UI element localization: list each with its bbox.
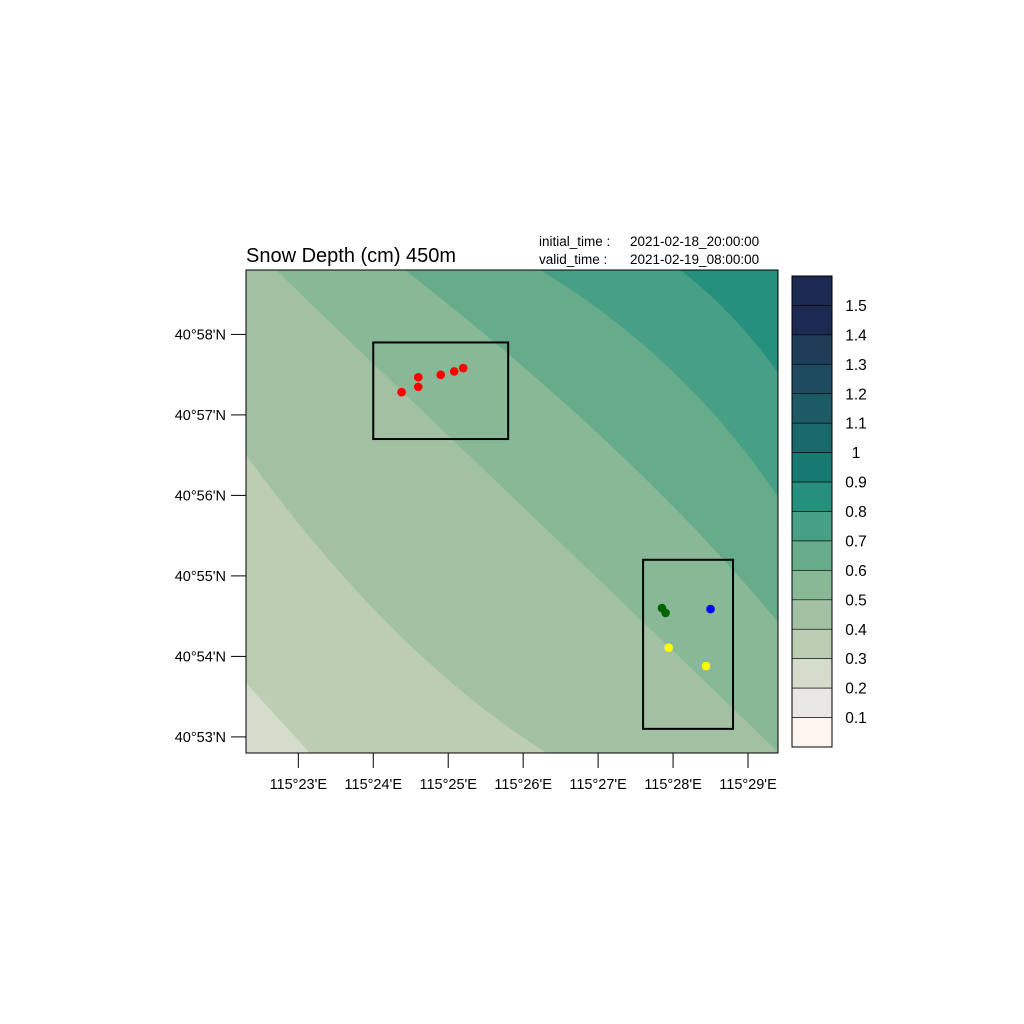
- station-point: [436, 370, 446, 380]
- valid-time-label: valid_time :: [539, 252, 607, 267]
- x-axis: 115°23'E 115°24'E 115°25'E 115°26'E 115°27'E…: [270, 753, 777, 793]
- field-band-0-7: [540, 270, 778, 497]
- colorbar-segment: [791, 393, 833, 424]
- initial-time-value: 2021-02-18_20:00:00: [630, 234, 759, 249]
- x-tick-label: 115°27'E: [569, 777, 627, 793]
- station-point: [458, 363, 468, 373]
- station-point: [413, 382, 423, 392]
- map-title: Snow Depth (cm) 450m: [246, 245, 456, 267]
- snow-depth-field: [246, 270, 778, 753]
- x-tick-label: 115°23'E: [270, 777, 328, 793]
- colorbar-label: 0.8: [845, 504, 867, 521]
- region-box-1: [372, 341, 510, 441]
- station-point: [449, 367, 459, 376]
- x-tick-label: 115°29'E: [719, 777, 777, 793]
- station-point: [397, 387, 406, 397]
- y-axis: 40°58'N 40°57'N 40°56'N 40°55'N 40°54'N 40°53…: [175, 327, 246, 746]
- colorbar-segment: [791, 305, 833, 336]
- colorbar-label: 1.5: [845, 298, 867, 315]
- colorbar-label: 0.3: [845, 651, 867, 668]
- station-points: [397, 363, 715, 671]
- y-tick-label: 40°58'N: [175, 327, 226, 343]
- valid-time-value: 2021-02-19_08:00:00: [630, 252, 759, 267]
- y-tick-label: 40°56'N: [175, 488, 226, 504]
- region-box-2: [642, 558, 735, 730]
- colorbar-frame: [791, 275, 833, 748]
- colorbar: 1.5 1.4 1.3 1.2 1.1 1 0.9 0.8 0.7 0.6 0.5 0.4 0.3 0.2…: [791, 275, 867, 748]
- colorbar-segment: [791, 658, 833, 689]
- colorbar-label: 1.2: [845, 386, 867, 403]
- y-tick-label: 40°54'N: [175, 649, 226, 665]
- colorbar-segment: [791, 364, 833, 395]
- colorbar-segment: [791, 334, 833, 365]
- y-tick-label: 40°55'N: [175, 569, 226, 585]
- colorbar-segment: [791, 599, 833, 630]
- colorbar-label: 0.5: [845, 592, 867, 609]
- colorbar-label: 1.3: [845, 357, 867, 374]
- colorbar-segment: [791, 452, 833, 483]
- colorbar-label: 0.6: [845, 563, 867, 580]
- station-point: [664, 643, 674, 653]
- colorbar-label: 0.4: [845, 622, 867, 639]
- station-point: [706, 604, 715, 614]
- colorbar-segment: [791, 717, 833, 748]
- colorbar-label: 1: [852, 445, 861, 462]
- x-tick-label: 115°25'E: [419, 777, 477, 793]
- map-frame: [245, 269, 779, 754]
- region-boxes: [372, 341, 735, 730]
- x-tick-label: 115°26'E: [494, 777, 552, 793]
- station-point: [661, 608, 670, 618]
- colorbar-segment: [791, 422, 833, 453]
- colorbar-segment: [791, 687, 833, 718]
- initial-time-label: initial_time :: [539, 234, 610, 249]
- x-tick-label: 115°24'E: [345, 777, 403, 793]
- colorbar-label: 0.1: [845, 710, 867, 727]
- colorbar-label: 0.7: [845, 533, 867, 550]
- colorbar-segment: [791, 275, 833, 306]
- colorbar-label: 0.9: [845, 475, 867, 492]
- colorbar-label: 0.2: [845, 681, 867, 698]
- colorbar-segment: [791, 628, 833, 659]
- station-point: [701, 661, 711, 671]
- colorbar-label: 1.1: [845, 416, 867, 433]
- colorbar-segment: [791, 511, 833, 542]
- colorbar-segment: [791, 540, 833, 571]
- field-band-0-8: [680, 270, 778, 373]
- colorbar-segment: [791, 481, 833, 512]
- y-tick-label: 40°57'N: [175, 408, 226, 424]
- y-tick-label: 40°53'N: [175, 730, 226, 746]
- station-point: [413, 372, 423, 382]
- x-tick-label: 115°28'E: [644, 777, 702, 793]
- colorbar-segment: [791, 570, 833, 601]
- colorbar-label: 1.4: [845, 327, 867, 344]
